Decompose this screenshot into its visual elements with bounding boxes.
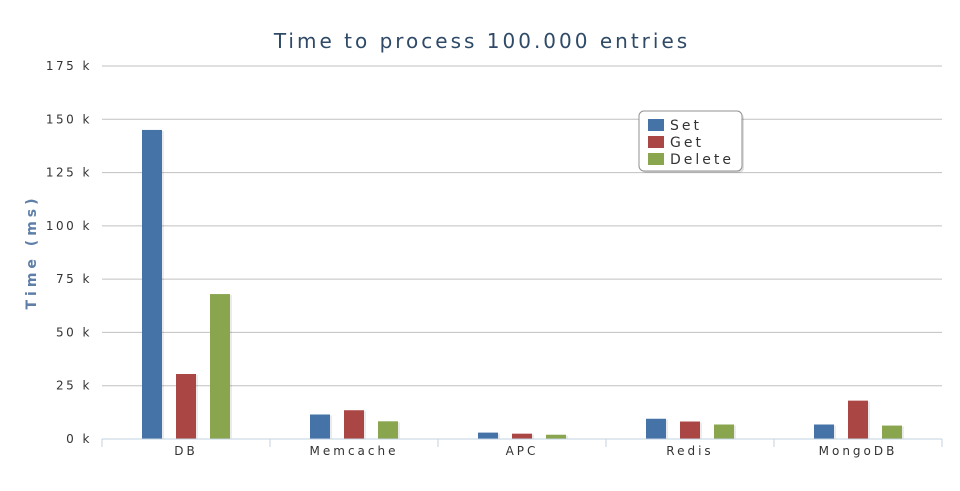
bars: [142, 129, 904, 439]
bar-set-mongodb[interactable]: [814, 424, 834, 439]
bar-delete-apc[interactable]: [546, 434, 566, 439]
chart-title: Time to process 100.000 entries: [273, 29, 690, 53]
legend-swatch-set[interactable]: [648, 119, 664, 131]
y-tick-label: 175 k: [46, 59, 92, 73]
x-tick-label: DB: [174, 444, 197, 458]
y-axis-label: Time (ms): [24, 194, 40, 309]
y-tick-label: 25 k: [56, 379, 92, 393]
bar-set-memcache[interactable]: [310, 414, 330, 439]
bar-set-db[interactable]: [142, 129, 162, 439]
x-tick-label: MongoDB: [819, 444, 898, 458]
bar-delete-db[interactable]: [210, 294, 230, 439]
x-tick-label: Redis: [666, 444, 713, 458]
x-tick-label: APC: [506, 444, 539, 458]
legend-label-get[interactable]: Get: [670, 135, 704, 151]
x-tick-label: Memcache: [310, 444, 399, 458]
bar-set-apc[interactable]: [478, 432, 498, 439]
bar-get-redis[interactable]: [680, 421, 700, 439]
bar-get-mongodb[interactable]: [848, 400, 868, 439]
legend-swatch-delete[interactable]: [648, 153, 664, 165]
bar-delete-mongodb[interactable]: [882, 425, 902, 439]
y-tick-label: 125 k: [46, 166, 92, 180]
y-tick-label: 100 k: [46, 219, 92, 233]
y-tick-label: 150 k: [46, 112, 92, 126]
y-tick-label: 0 k: [66, 432, 92, 446]
legend-swatch-get[interactable]: [648, 136, 664, 148]
bar-get-apc[interactable]: [512, 433, 532, 439]
gridlines: [102, 65, 942, 387]
bar-delete-redis[interactable]: [714, 424, 734, 439]
bar-get-memcache[interactable]: [344, 410, 364, 439]
y-tick-label: 50 k: [56, 325, 92, 339]
legend-box: [638, 110, 743, 172]
bar-delete-memcache[interactable]: [378, 421, 398, 439]
y-axis-ticks: 0 k 25 k 50 k 75 k 100 k 125 k 150 k 175 k: [46, 59, 92, 446]
bar-set-redis[interactable]: [646, 418, 666, 439]
legend-label-set[interactable]: Set: [670, 118, 702, 134]
legend-label-delete[interactable]: Delete: [670, 152, 734, 168]
x-axis: DB Memcache APC Redis MongoDB: [101, 438, 943, 458]
bar-get-db[interactable]: [176, 373, 196, 439]
y-tick-label: 75 k: [56, 272, 92, 286]
